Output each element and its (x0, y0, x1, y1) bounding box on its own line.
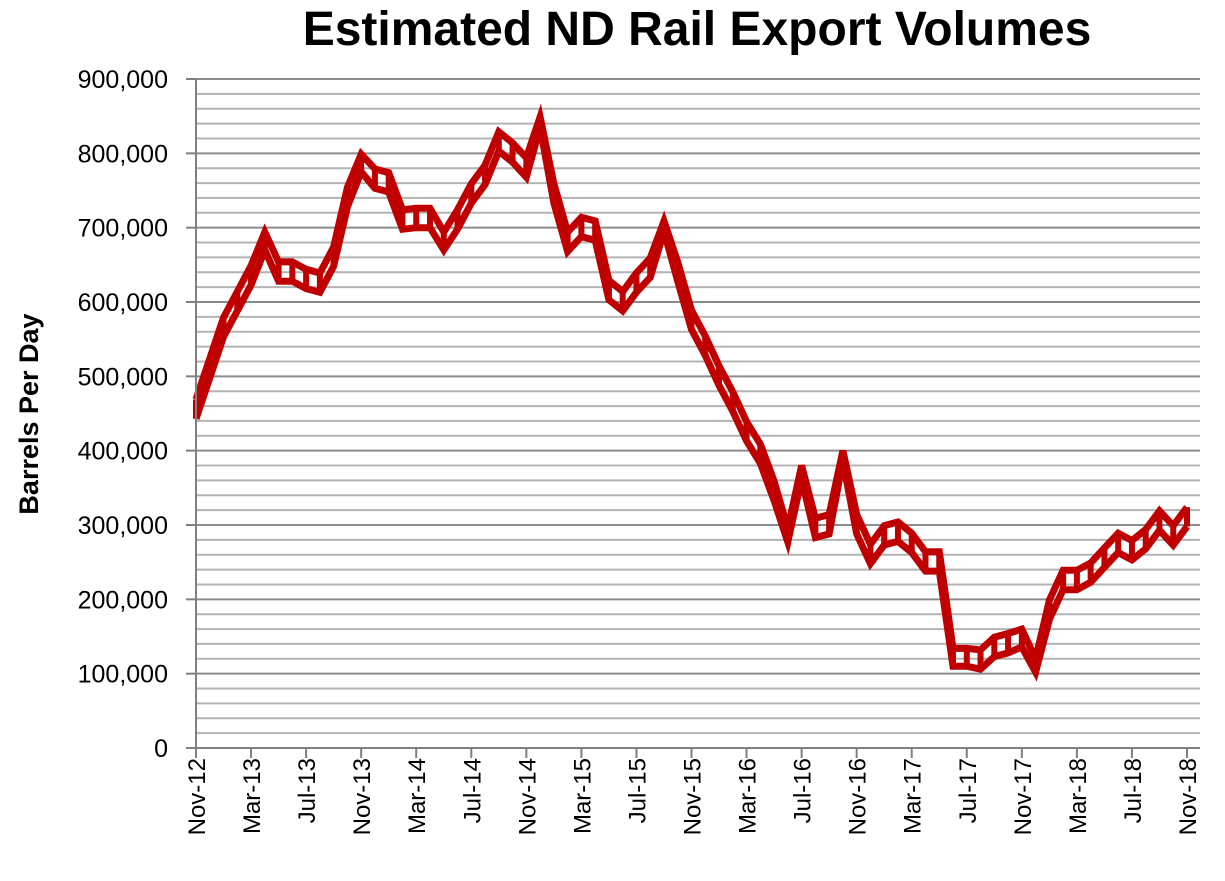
x-tick-label: Jul-16 (790, 758, 817, 823)
y-tick-label: 700,000 (78, 215, 168, 243)
y-tick-label: 900,000 (78, 66, 168, 94)
x-tick-label: Nov-13 (349, 758, 376, 835)
chart-title: Estimated ND Rail Export Volumes (303, 3, 1092, 56)
x-tick-label: Mar-18 (1065, 758, 1092, 834)
series-line-low (192, 126, 1190, 682)
y-axis-ticks: 0 100,000 200,000 300,000 400,000 500,000 600,… (78, 66, 196, 763)
x-tick-label: Jul-14 (459, 758, 486, 823)
x-axis-ticks: Nov-12 Mar-13 Jul-13 Nov-13 Mar-14 Jul-14 Nov-… (184, 748, 1202, 835)
x-tick-label: Mar-14 (404, 758, 431, 834)
gridlines (196, 78, 1200, 735)
x-tick-label: Mar-16 (735, 758, 762, 834)
x-tick-label: Jul-18 (1120, 758, 1147, 823)
x-tick-label: Jul-15 (624, 758, 651, 823)
x-tick-label: Nov-18 (1175, 758, 1202, 835)
x-tick-label: Jul-17 (955, 758, 982, 823)
x-tick-label: Mar-15 (569, 758, 596, 834)
y-axis-label: Barrels Per Day (14, 313, 44, 514)
x-tick-label: Mar-13 (239, 758, 266, 834)
x-tick-label: Mar-17 (900, 758, 927, 834)
y-tick-label: 500,000 (78, 363, 168, 391)
y-tick-label: 100,000 (78, 661, 168, 689)
y-tick-label: 300,000 (78, 512, 168, 540)
x-tick-label: Nov-17 (1010, 758, 1037, 835)
y-tick-label: 200,000 (78, 586, 168, 614)
x-tick-label: Jul-13 (294, 758, 321, 823)
y-tick-label: 600,000 (78, 289, 168, 317)
series-lines (192, 103, 1190, 682)
x-tick-label: Nov-16 (845, 758, 872, 835)
x-tick-label: Nov-12 (184, 758, 211, 835)
x-tick-label: Nov-14 (514, 758, 541, 835)
x-tick-label: Nov-15 (680, 758, 707, 835)
y-tick-label: 0 (154, 735, 168, 763)
y-tick-label: 400,000 (78, 438, 168, 466)
y-tick-label: 800,000 (78, 140, 168, 168)
